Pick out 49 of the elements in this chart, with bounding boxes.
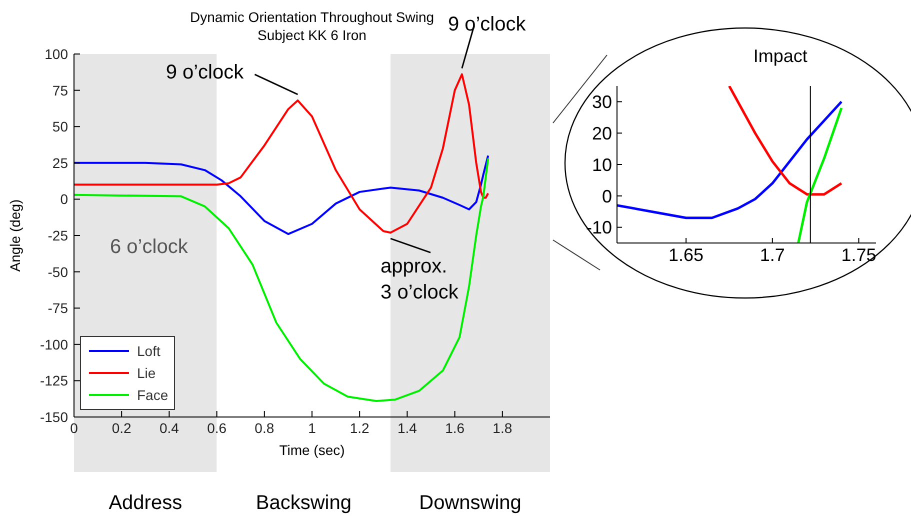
y-tick-label: -10	[586, 218, 612, 238]
line-series	[617, 100, 843, 220]
y-tick-label: 50	[52, 118, 68, 135]
x-tick-label: 1.6	[445, 420, 465, 436]
x-tick-label: 1.8	[492, 420, 512, 436]
legend-label: Lie	[137, 365, 156, 381]
line-series	[74, 154, 490, 236]
y-tick-label: 75	[52, 82, 68, 98]
annotation: approx. 3 o’clock	[380, 256, 460, 304]
x-tick-label: 1.75	[841, 244, 876, 265]
y-tick-label: 10	[592, 154, 612, 175]
annotation: 9 o’clock	[448, 13, 527, 36]
annotation: 9 o’clock	[166, 61, 245, 84]
x-tick-label: 0.6	[207, 420, 227, 436]
chart-subtitle: Subject KK 6 Iron	[258, 27, 366, 43]
y-tick-label: -25	[48, 227, 68, 244]
x-tick-label: 0.4	[159, 420, 180, 436]
x-tick-label: 1.7	[760, 244, 785, 265]
y-tick-label: -75	[48, 300, 68, 316]
band-label: Backswing	[256, 492, 352, 514]
x-tick-label: 1.2	[350, 420, 370, 436]
band-label: Address	[108, 492, 182, 514]
x-tick-label: 1	[308, 420, 316, 436]
y-tick-label: -100	[40, 336, 68, 352]
x-tick-label: 1.65	[668, 244, 704, 265]
y-tick-label: -125	[40, 372, 68, 389]
y-tick-label: -50	[48, 264, 68, 280]
annotation: 6 o’clock	[110, 236, 188, 259]
y-tick-label: 100	[44, 46, 68, 62]
x-tick-label: 0	[70, 420, 78, 436]
line-series	[728, 86, 843, 196]
y-tick-label: 25	[52, 154, 68, 171]
y-tick-label: -150	[40, 408, 68, 425]
x-tick-label: 0.8	[254, 420, 274, 436]
y-tick-label: 30	[592, 92, 612, 112]
y-tick-label: 20	[592, 123, 612, 144]
y-axis-title: Angle (deg)	[7, 199, 23, 272]
band-label: Downswing	[419, 492, 522, 514]
line-series	[74, 158, 490, 402]
x-axis-title: Time (sec)	[279, 442, 345, 458]
x-tick-label: 0.2	[112, 420, 132, 436]
line-series	[797, 106, 843, 243]
x-tick-label: 1.4	[397, 420, 418, 436]
chart-title: Dynamic Orientation Throughout Swing	[190, 9, 434, 25]
y-tick-label: 0	[602, 186, 612, 206]
legend-label: Face	[137, 387, 168, 403]
ref-line-label: Impact	[753, 46, 808, 66]
legend-label: Loft	[137, 343, 160, 359]
y-tick-label: 0	[60, 191, 68, 208]
